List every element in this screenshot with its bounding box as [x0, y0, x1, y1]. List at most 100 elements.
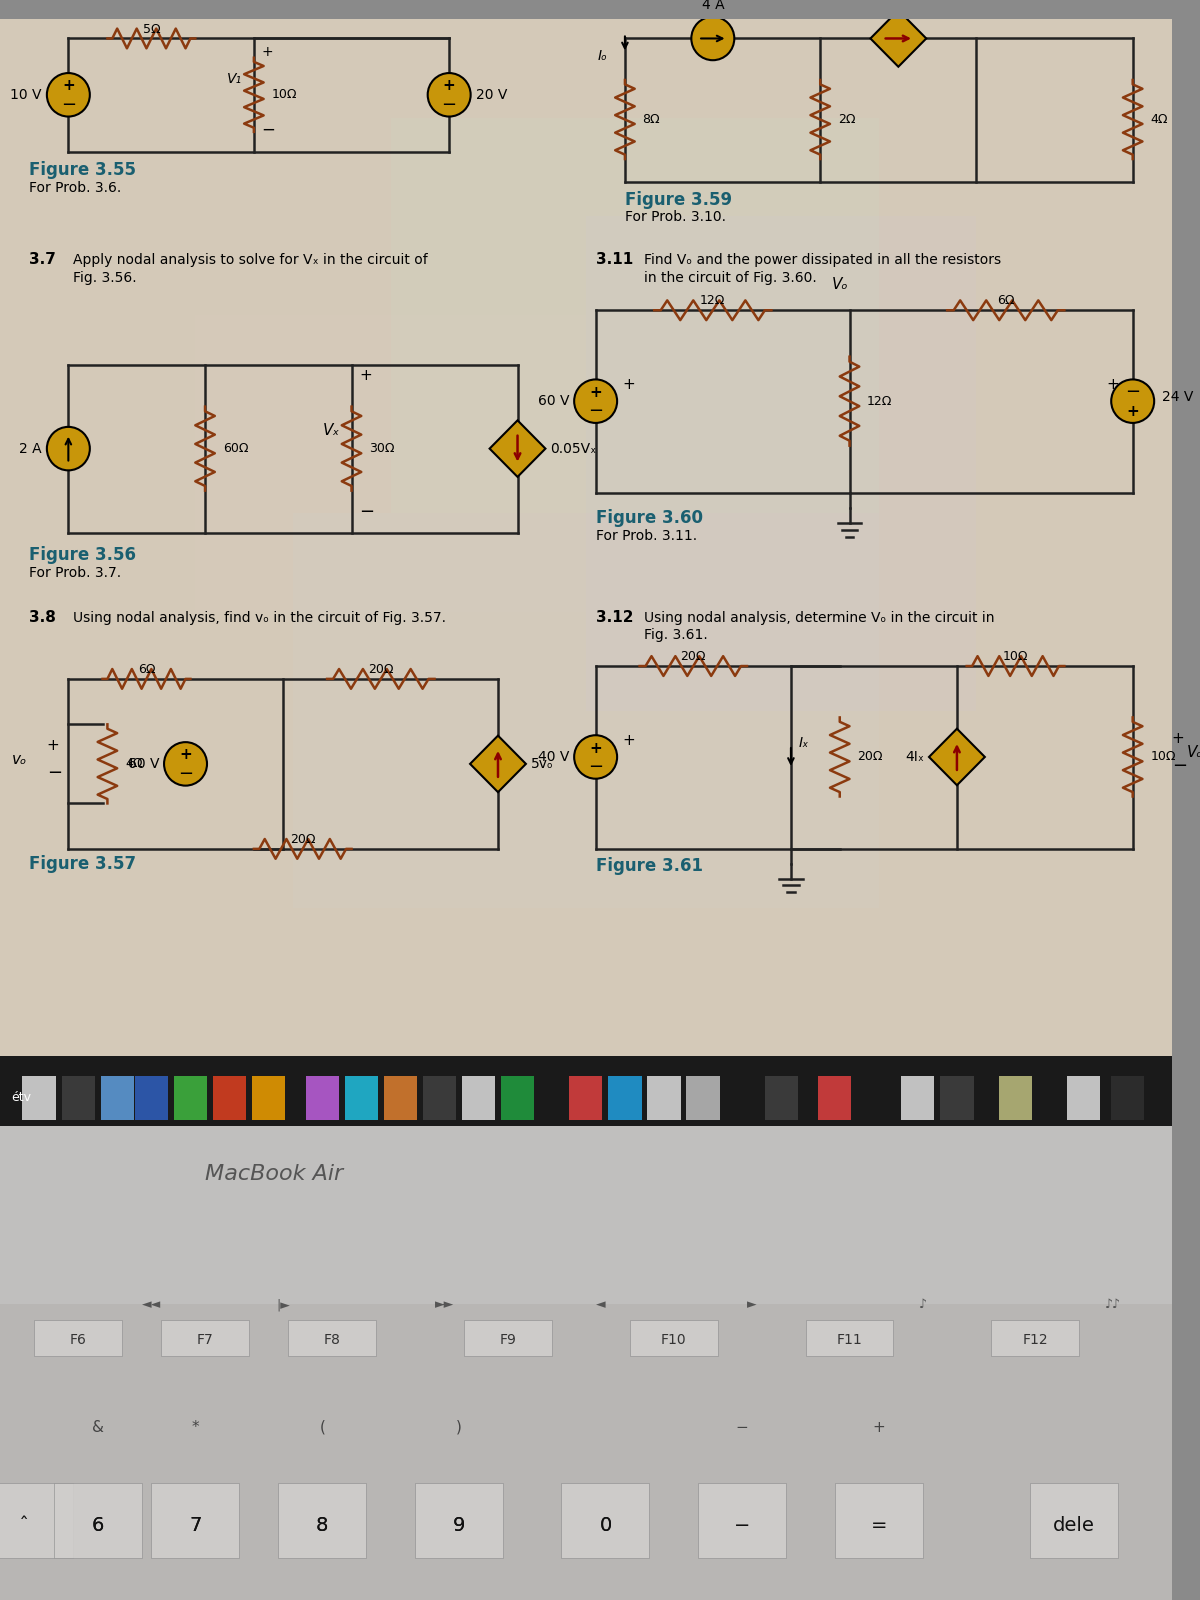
Text: For Prob. 3.7.: For Prob. 3.7. [29, 566, 121, 581]
Text: 20 V: 20 V [475, 88, 506, 102]
Bar [34, 1320, 122, 1355]
Text: MacBook Air: MacBook Air [205, 1163, 343, 1184]
Text: 8Ω: 8Ω [642, 114, 660, 126]
Bar [23, 1077, 55, 1120]
Text: &: & [91, 1419, 103, 1435]
Bar [134, 1077, 168, 1120]
Text: +: + [1171, 731, 1184, 746]
Text: Iₓ: Iₓ [799, 736, 809, 750]
Text: F9: F9 [499, 1333, 516, 1347]
Text: ►: ► [748, 1299, 757, 1312]
Text: Figure 3.60: Figure 3.60 [595, 509, 703, 526]
Bar [196, 315, 586, 611]
Text: 12Ω: 12Ω [700, 294, 726, 307]
Text: −: − [1171, 757, 1187, 774]
Bar [500, 1077, 534, 1120]
Text: Vₒ: Vₒ [1187, 746, 1200, 760]
Text: 3.8: 3.8 [29, 610, 56, 624]
Text: +: + [589, 384, 602, 400]
Polygon shape [490, 421, 546, 477]
Text: 3.7: 3.7 [29, 251, 56, 267]
Circle shape [427, 74, 470, 117]
Text: 6Ω: 6Ω [997, 294, 1014, 307]
Bar [698, 1483, 786, 1558]
Circle shape [691, 16, 734, 61]
Text: 6Ω: 6Ω [138, 662, 155, 677]
Circle shape [47, 427, 90, 470]
Bar [818, 1077, 852, 1120]
Bar [101, 1077, 133, 1120]
Text: −: − [47, 763, 62, 782]
Bar [174, 1077, 208, 1120]
Text: 10 V: 10 V [11, 88, 42, 102]
Text: +: + [589, 741, 602, 755]
Bar [415, 1483, 503, 1558]
Text: 9: 9 [452, 1517, 466, 1536]
Text: 12Ω: 12Ω [868, 395, 893, 408]
Bar [1067, 1077, 1100, 1120]
Text: 6: 6 [91, 1517, 104, 1536]
Text: Apply nodal analysis to solve for Vₓ in the circuit of: Apply nodal analysis to solve for Vₓ in … [73, 253, 428, 267]
Text: F7: F7 [197, 1333, 214, 1347]
Bar [998, 1077, 1032, 1120]
Text: For Prob. 3.11.: For Prob. 3.11. [595, 528, 697, 542]
Text: 7: 7 [190, 1517, 202, 1536]
Text: 5Ω: 5Ω [143, 22, 160, 35]
Text: 7: 7 [190, 1517, 202, 1536]
Text: −: − [734, 1517, 750, 1536]
Bar [764, 1077, 798, 1120]
Bar [586, 216, 977, 710]
Text: Vₓ: Vₓ [323, 422, 340, 438]
Text: −: − [442, 96, 457, 114]
Text: Figure 3.59: Figure 3.59 [625, 190, 732, 208]
Polygon shape [470, 736, 526, 792]
Text: ♪: ♪ [919, 1299, 926, 1312]
Bar [835, 1483, 923, 1558]
Text: +: + [1106, 378, 1120, 392]
Bar [161, 1320, 248, 1355]
Bar [252, 1077, 286, 1120]
Text: 60 V: 60 V [538, 394, 569, 408]
Bar [464, 1320, 552, 1355]
Bar [0, 19, 1171, 1056]
Polygon shape [929, 728, 985, 786]
Text: 4Ω: 4Ω [125, 757, 143, 770]
Text: Figure 3.61: Figure 3.61 [595, 856, 703, 875]
Text: vₒ: vₒ [12, 752, 28, 766]
Bar [0, 1072, 1171, 1126]
Text: 0: 0 [599, 1517, 612, 1536]
Text: −: − [61, 96, 76, 114]
Text: 20Ω: 20Ω [857, 750, 883, 763]
Text: ◄◄: ◄◄ [142, 1299, 161, 1312]
Text: +: + [1127, 403, 1139, 419]
Text: F12: F12 [1022, 1333, 1048, 1347]
Text: +: + [262, 45, 274, 59]
Text: 60Ω: 60Ω [223, 442, 248, 454]
Bar [288, 1320, 376, 1355]
Text: Fig. 3.56.: Fig. 3.56. [73, 270, 137, 285]
Bar [151, 1483, 239, 1558]
Text: 2 A: 2 A [19, 442, 42, 456]
Bar [212, 1077, 246, 1120]
Text: −: − [1126, 384, 1140, 402]
Text: +: + [622, 733, 635, 749]
Text: étv: étv [12, 1091, 31, 1104]
Text: dele: dele [1054, 1517, 1096, 1536]
Text: (: ( [319, 1419, 325, 1435]
Text: +: + [62, 78, 74, 93]
Text: 8: 8 [316, 1517, 329, 1536]
Text: −: − [359, 502, 374, 522]
Text: −: − [588, 758, 604, 776]
Text: 20Ω: 20Ω [680, 650, 706, 664]
Text: Fig. 3.61.: Fig. 3.61. [644, 629, 708, 642]
Bar [991, 1320, 1079, 1355]
Text: V₁: V₁ [227, 72, 242, 86]
Bar [0, 1126, 1171, 1304]
Text: |►: |► [276, 1299, 290, 1312]
Circle shape [574, 379, 617, 422]
Text: 4Iₓ: 4Iₓ [905, 750, 924, 763]
Text: +: + [179, 747, 192, 763]
Text: Iₒ: Iₒ [598, 50, 607, 64]
Bar [344, 1077, 378, 1120]
Text: −: − [588, 402, 604, 421]
